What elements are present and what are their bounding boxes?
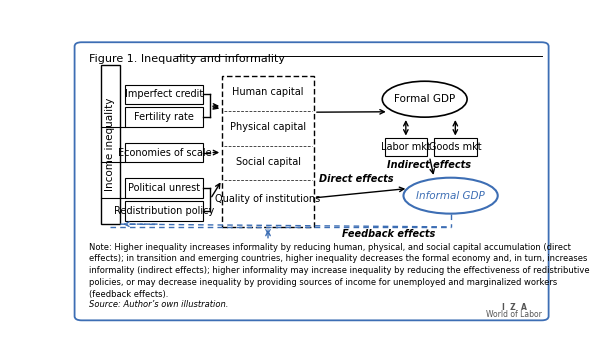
Text: Goods mkt: Goods mkt xyxy=(429,143,482,153)
Text: Note: Higher inequality increases informality by reducing human, physical, and s: Note: Higher inequality increases inform… xyxy=(89,243,590,299)
FancyBboxPatch shape xyxy=(385,139,427,157)
Text: Income inequality: Income inequality xyxy=(105,98,116,191)
Ellipse shape xyxy=(382,81,467,117)
Text: Feedback effects: Feedback effects xyxy=(342,229,435,239)
Text: Formal GDP: Formal GDP xyxy=(394,94,455,104)
FancyBboxPatch shape xyxy=(434,139,477,157)
Text: Redistribution policy: Redistribution policy xyxy=(114,206,215,216)
Text: Informal GDP: Informal GDP xyxy=(416,191,485,201)
Text: Direct effects: Direct effects xyxy=(319,174,393,184)
Text: Labor mkt: Labor mkt xyxy=(381,143,430,153)
Text: I  Z  A: I Z A xyxy=(502,303,527,312)
Text: Indirect effects: Indirect effects xyxy=(387,160,471,170)
Text: Physical capital: Physical capital xyxy=(230,122,306,132)
FancyBboxPatch shape xyxy=(125,107,203,127)
Text: Economies of scale: Economies of scale xyxy=(117,148,211,158)
FancyBboxPatch shape xyxy=(125,178,203,197)
Ellipse shape xyxy=(404,178,498,214)
Text: Figure 1. Inequality and informality: Figure 1. Inequality and informality xyxy=(89,53,285,64)
FancyBboxPatch shape xyxy=(125,143,203,163)
Text: Social capital: Social capital xyxy=(235,158,300,168)
FancyBboxPatch shape xyxy=(125,85,203,104)
Text: Imperfect credit: Imperfect credit xyxy=(125,89,204,99)
Text: Quality of institutions: Quality of institutions xyxy=(215,194,320,204)
FancyBboxPatch shape xyxy=(75,42,548,320)
Text: Fertility rate: Fertility rate xyxy=(134,112,195,122)
Text: Source: Author’s own illustration.: Source: Author’s own illustration. xyxy=(89,300,229,309)
FancyBboxPatch shape xyxy=(100,65,120,224)
FancyBboxPatch shape xyxy=(222,76,314,227)
Text: Political unrest: Political unrest xyxy=(128,183,201,193)
Text: World of Labor: World of Labor xyxy=(486,310,542,319)
FancyBboxPatch shape xyxy=(125,201,203,220)
Text: Human capital: Human capital xyxy=(232,87,304,97)
